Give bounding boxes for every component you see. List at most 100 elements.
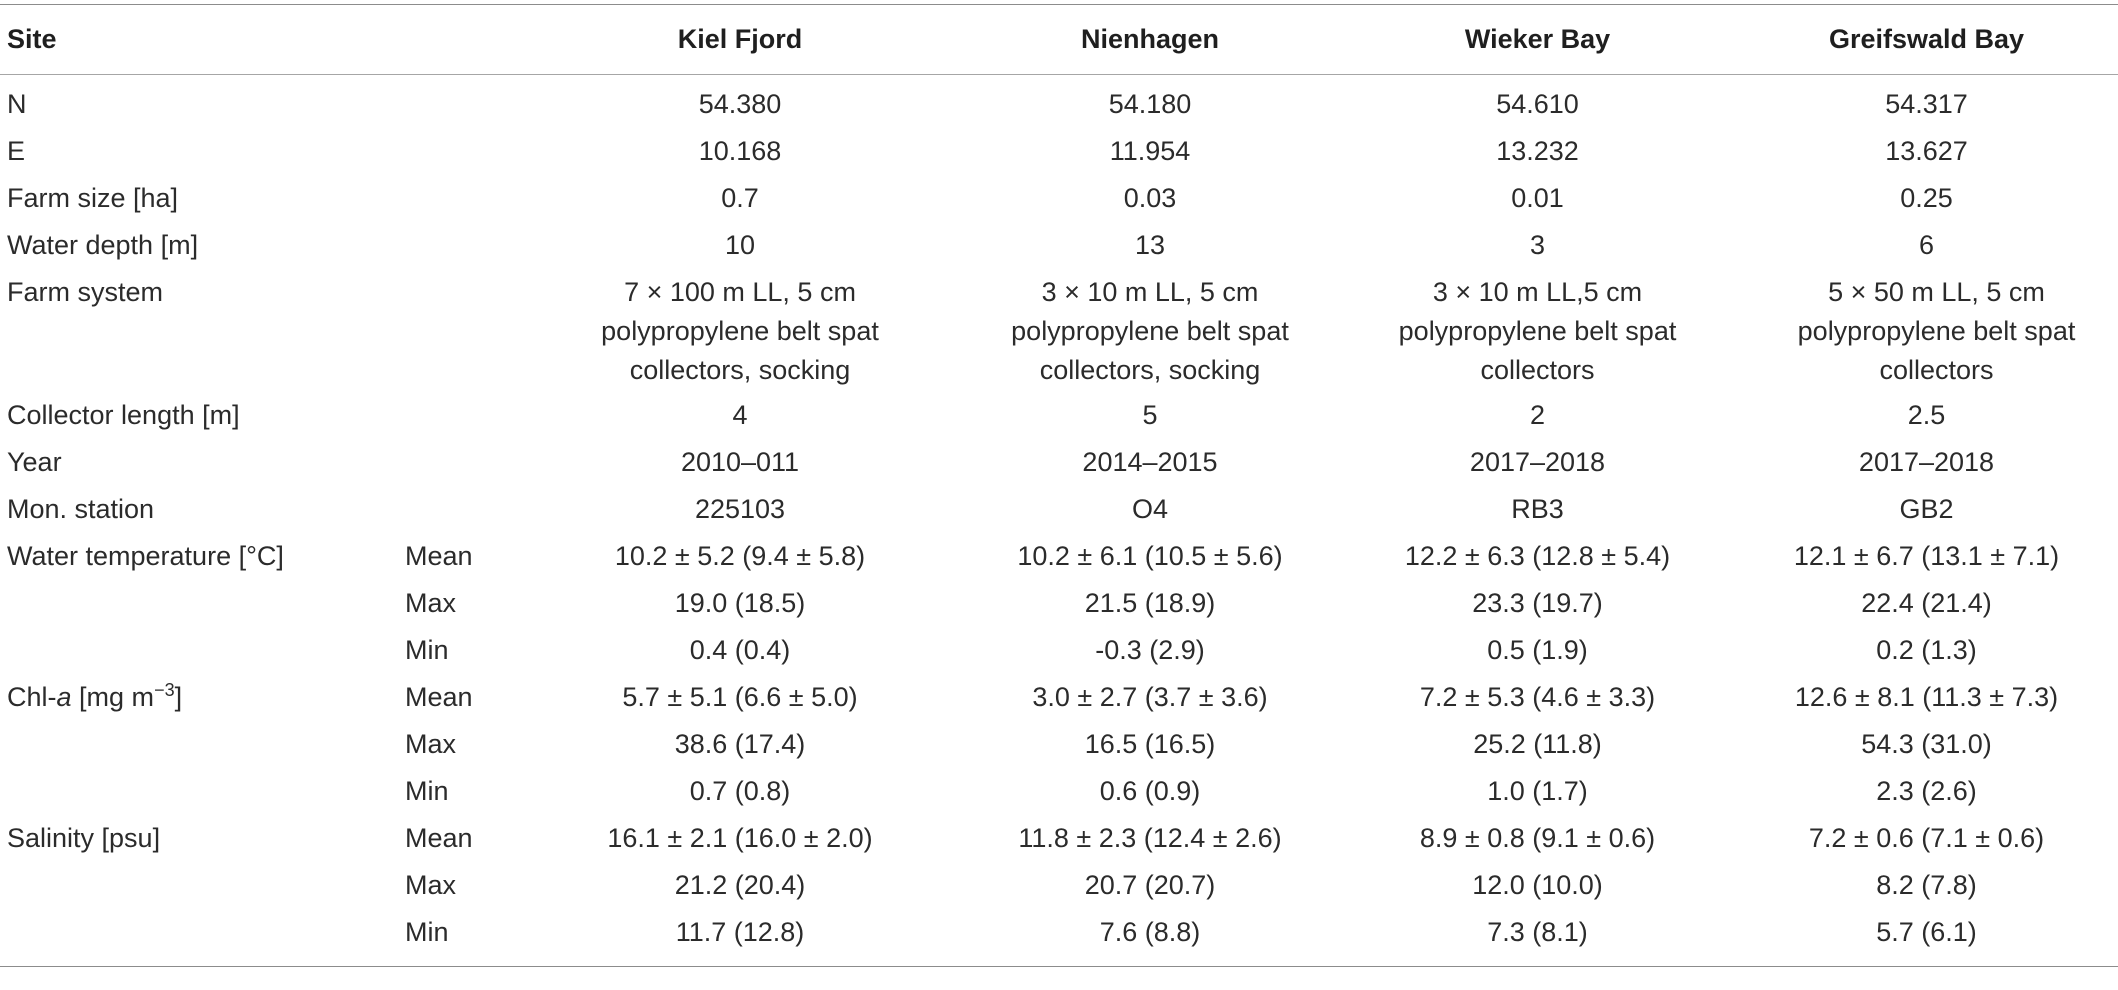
cell-kiel: 0.7 (0.8) [689, 776, 791, 806]
header-nienhagen: Nienhagen [1080, 24, 1220, 54]
table-row: Farm system 7 × 100 m LL, 5 cm polypropy… [0, 269, 2118, 392]
table-body: N 54.380 54.180 54.610 54.317 E 10.168 1… [0, 75, 2118, 967]
stat-cell [390, 392, 520, 439]
cell-nienhagen: 0.03 [1123, 183, 1177, 213]
cell-greifswald: 0.2 (1.3) [1876, 635, 1977, 665]
table-row: Max 38.6 (17.4) 16.5 (16.5) 25.2 (11.8) … [0, 721, 2118, 768]
stat-label-mean: Mean [405, 541, 473, 571]
cell-nienhagen: 21.5 (18.9) [1084, 588, 1216, 618]
cell-kiel: 0.7 [721, 183, 759, 213]
cell-kiel: 54.380 [698, 89, 782, 119]
table-row: Mon. station 225103 O4 RB3 GB2 [0, 486, 2118, 533]
row-label-water-depth: Water depth [m] [7, 230, 199, 260]
row-label-farm-system: Farm system [7, 277, 164, 307]
stat-label-max: Max [405, 588, 457, 618]
stat-cell [390, 222, 520, 269]
cell-wieker: 3 [1529, 230, 1546, 260]
cell-greifswald: 13.627 [1885, 136, 1968, 166]
cell-wieker: 2 [1529, 400, 1546, 430]
header-site: Site [7, 24, 57, 54]
table-row: Max 21.2 (20.4) 20.7 (20.7) 12.0 (10.0) … [0, 862, 2118, 909]
cell-nienhagen: 5 [1142, 400, 1158, 430]
cell-kiel: 2010–011 [680, 447, 800, 477]
stat-label-mean: Mean [405, 823, 473, 853]
cell-kiel: 16.1 ± 2.1 (16.0 ± 2.0) [607, 823, 873, 853]
cell-kiel: 21.2 (20.4) [674, 870, 806, 900]
cell-kiel: 4 [732, 400, 748, 430]
table-row: Min 11.7 (12.8) 7.6 (8.8) 7.3 (8.1) 5.7 … [0, 909, 2118, 967]
table-row: Collector length [m] 4 5 2 2.5 [0, 392, 2118, 439]
stat-label-min: Min [390, 909, 520, 967]
cell-wieker: 54.610 [1496, 89, 1579, 119]
cell-kiel: 10 [724, 230, 756, 260]
stat-label-min: Min [405, 635, 449, 665]
stat-label-max: Max [405, 870, 457, 900]
cell-kiel: 10.2 ± 5.2 (9.4 ± 5.8) [614, 541, 866, 571]
cell-nienhagen: 16.5 (16.5) [1084, 729, 1216, 759]
table-row: Water temperature [°C] Mean 10.2 ± 5.2 (… [0, 533, 2118, 580]
chl-a-exponent: −3 [154, 680, 175, 700]
cell-greifswald: 12.6 ± 8.1 (11.3 ± 7.3) [1794, 682, 2059, 712]
table-row: Water depth [m] 10 13 3 6 [0, 222, 2118, 269]
stat-label-mean: Mean [405, 682, 473, 712]
stat-cell [390, 269, 520, 392]
chl-a-unit: [mg m [71, 682, 155, 712]
cell-wieker: 12.0 (10.0) [1472, 870, 1603, 900]
table-row: Salinity [psu] Mean 16.1 ± 2.1 (16.0 ± 2… [0, 815, 2118, 967]
chl-a-prefix: Chl- [7, 682, 57, 712]
cell-greifswald: 7.2 ± 0.6 (7.1 ± 0.6) [1808, 823, 2045, 853]
table-row: Min 0.7 (0.8) 0.6 (0.9) 1.0 (1.7) 2.3 (2… [0, 768, 2118, 815]
cell-nienhagen: 7.6 (8.8) [960, 909, 1340, 967]
cell-nienhagen: 10.2 ± 6.1 (10.5 ± 5.6) [1017, 541, 1283, 571]
cell-kiel: 7 × 100 m LL, 5 cm polypropylene belt sp… [601, 277, 879, 385]
cell-wieker: 8.9 ± 0.8 (9.1 ± 0.6) [1419, 823, 1656, 853]
cell-wieker: 23.3 (19.7) [1472, 588, 1603, 618]
stat-cell [390, 439, 520, 486]
cell-greifswald: 5 × 50 m LL, 5 cm polypropylene belt spa… [1797, 277, 2076, 385]
chl-a-close: ] [174, 682, 183, 712]
cell-wieker: 3 × 10 m LL,5 cm polypropylene belt spat… [1398, 277, 1677, 385]
table-row: Farm size [ha] 0.7 0.03 0.01 0.25 [0, 175, 2118, 222]
stat-label-min: Min [405, 776, 449, 806]
table-row: Year 2010–011 2014–2015 2017–2018 2017–2… [0, 439, 2118, 486]
row-label-collector-length: Collector length [m] [7, 400, 240, 430]
cell-greifswald: 54.317 [1885, 89, 1968, 119]
cell-greifswald: 54.3 (31.0) [1861, 729, 1992, 759]
table-header: Site Kiel Fjord Nienhagen Wieker Bay Gre… [0, 4, 2118, 75]
cell-greifswald: 2017–2018 [1858, 447, 1995, 477]
cell-nienhagen: -0.3 (2.9) [1095, 635, 1205, 665]
stat-label-max: Max [405, 729, 457, 759]
table-row: E 10.168 11.954 13.232 13.627 [0, 128, 2118, 175]
cell-wieker: 12.2 ± 6.3 (12.8 ± 5.4) [1404, 541, 1671, 571]
row-label-salinity: Salinity [psu] [0, 815, 390, 967]
cell-wieker: 7.2 ± 5.3 (4.6 ± 3.3) [1419, 682, 1656, 712]
table-row: Min 0.4 (0.4) -0.3 (2.9) 0.5 (1.9) 0.2 (… [0, 627, 2118, 674]
cell-greifswald: 12.1 ± 6.7 (13.1 ± 7.1) [1793, 541, 2060, 571]
header-row: Site Kiel Fjord Nienhagen Wieker Bay Gre… [0, 4, 2118, 75]
cell-kiel: 10.168 [698, 136, 782, 166]
cell-kiel: 225103 [694, 494, 786, 524]
stat-cell [390, 75, 520, 129]
chl-a-italic: a [56, 682, 72, 712]
row-label-year: Year [7, 447, 62, 477]
cell-nienhagen: 3.0 ± 2.7 (3.7 ± 3.6) [1032, 682, 1268, 712]
cell-greifswald: 6 [1918, 230, 1935, 260]
header-kiel-fjord: Kiel Fjord [677, 24, 803, 54]
stat-cell [390, 175, 520, 222]
site-data-table: Site Kiel Fjord Nienhagen Wieker Bay Gre… [0, 4, 2118, 967]
cell-wieker: 0.01 [1511, 183, 1564, 213]
cell-nienhagen: 11.8 ± 2.3 (12.4 ± 2.6) [1018, 823, 1282, 853]
cell-kiel: 19.0 (18.5) [674, 588, 806, 618]
cell-wieker: 1.0 (1.7) [1487, 776, 1588, 806]
row-label-mon-station: Mon. station [7, 494, 155, 524]
cell-wieker: RB3 [1511, 494, 1564, 524]
cell-greifswald: 5.7 (6.1) [1735, 909, 2118, 967]
cell-greifswald: 8.2 (7.8) [1876, 870, 1977, 900]
cell-nienhagen: 11.954 [1109, 136, 1191, 166]
cell-wieker: 0.5 (1.9) [1487, 635, 1588, 665]
cell-nienhagen: 2014–2015 [1082, 447, 1218, 477]
cell-greifswald: 2.3 (2.6) [1876, 776, 1977, 806]
row-label-water-temperature: Water temperature [°C] [7, 541, 284, 571]
cell-wieker: 7.3 (8.1) [1340, 909, 1735, 967]
